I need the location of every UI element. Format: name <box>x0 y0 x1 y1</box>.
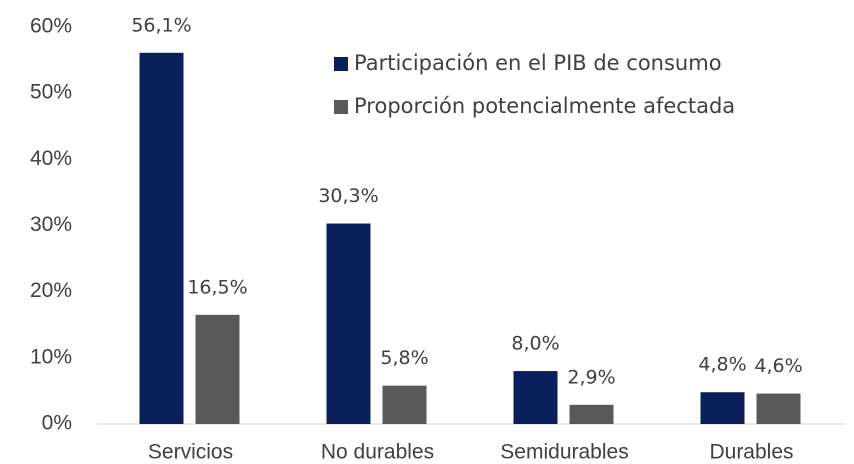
value-label: 5,8% <box>380 347 428 369</box>
bar <box>756 393 801 424</box>
bar <box>513 371 558 424</box>
legend-swatch <box>334 100 348 114</box>
value-label: 16,5% <box>187 276 247 298</box>
x-tick-label: Semidurables <box>500 441 628 464</box>
y-tick-label: 0% <box>42 412 72 435</box>
value-label: 4,8% <box>698 354 746 376</box>
x-tick-label: Durables <box>709 441 793 464</box>
y-tick-label: 40% <box>30 147 72 170</box>
value-label: 30,3% <box>318 185 378 207</box>
legend-swatch <box>334 57 348 71</box>
bar <box>195 314 240 424</box>
bar <box>139 52 184 425</box>
bar <box>700 392 745 424</box>
y-tick-label: 10% <box>30 345 72 368</box>
legend-label: Participación en el PIB de consumo <box>354 51 722 75</box>
value-label: 2,9% <box>567 366 615 388</box>
x-tick-label: Servicios <box>148 441 233 464</box>
y-tick-label: 50% <box>30 81 72 104</box>
value-label: 8,0% <box>511 333 559 355</box>
bar <box>382 385 427 424</box>
y-tick-label: 30% <box>30 213 72 236</box>
bar <box>569 404 614 424</box>
y-tick-label: 60% <box>30 15 72 38</box>
legend-label: Proporción potencialmente afectada <box>354 94 735 118</box>
value-label: 4,6% <box>754 355 802 377</box>
bar <box>326 223 371 424</box>
y-tick-label: 20% <box>30 279 72 302</box>
value-label: 56,1% <box>131 14 191 36</box>
x-tick-label: No durables <box>321 441 434 464</box>
